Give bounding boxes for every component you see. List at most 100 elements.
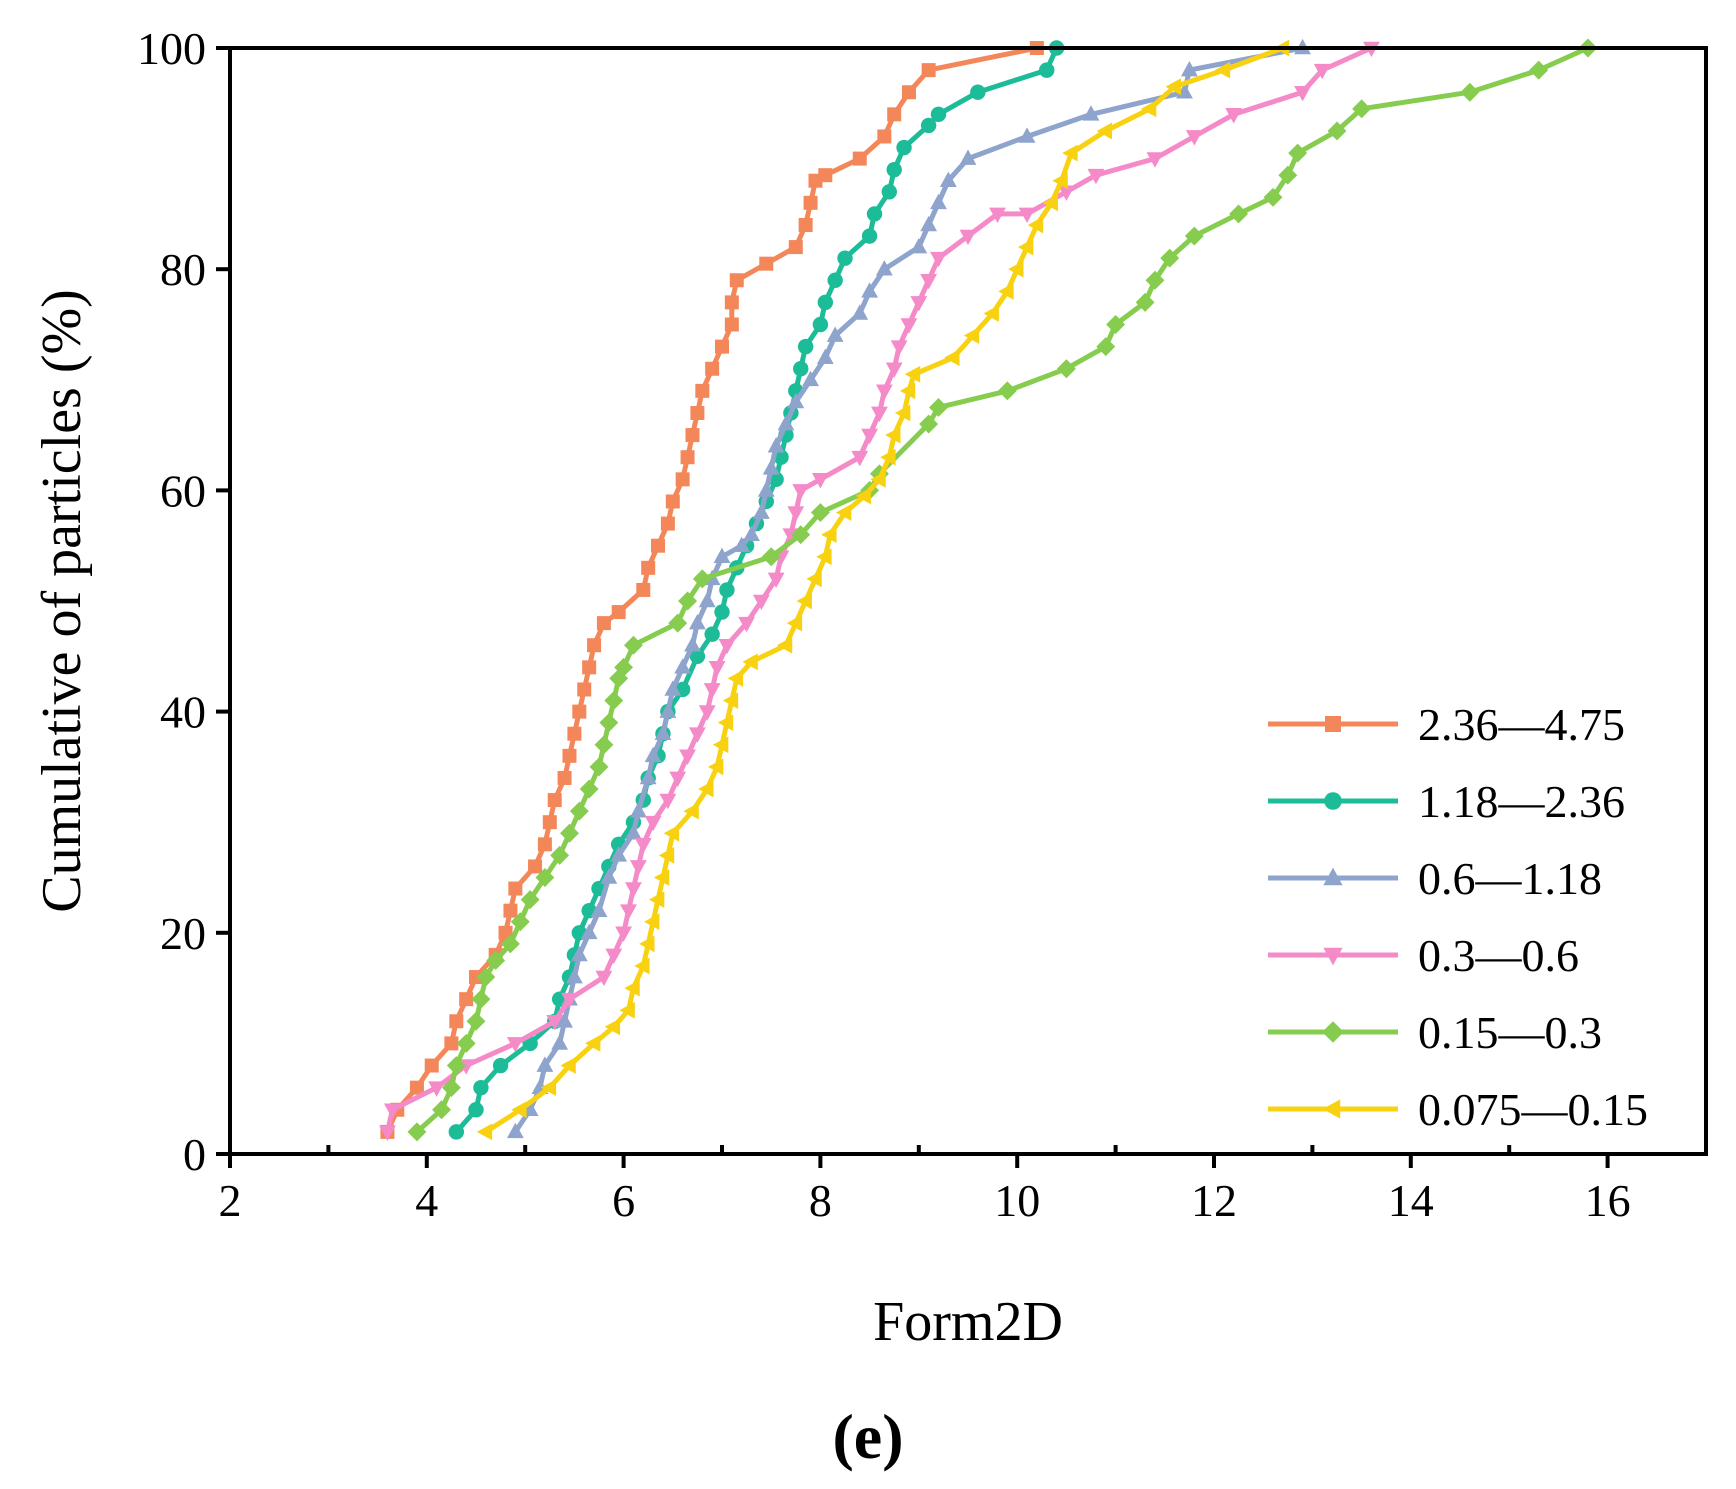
data-point: [659, 702, 677, 718]
data-point: [594, 735, 614, 755]
data-point: [817, 294, 834, 311]
data-point: [767, 437, 785, 453]
data-point: [835, 504, 852, 521]
data-point: [826, 326, 844, 342]
data-point: [787, 392, 805, 409]
data-point: [1278, 165, 1298, 185]
data-point: [1165, 78, 1181, 96]
data-point: [520, 890, 540, 910]
data-point: [715, 339, 729, 354]
data-point: [919, 414, 939, 434]
data-point: [757, 481, 775, 497]
series-line: [454, 46, 1059, 1134]
data-point: [703, 683, 721, 699]
data-point: [569, 801, 589, 821]
data-point: [894, 404, 911, 422]
data-point: [904, 365, 921, 383]
data-point: [459, 992, 474, 1007]
data-point: [441, 1078, 461, 1098]
data-point: [900, 318, 918, 334]
data-point: [724, 317, 739, 332]
data-point: [550, 845, 570, 865]
data-point: [692, 569, 712, 589]
data-point: [644, 815, 662, 832]
data-point: [1087, 168, 1105, 185]
data-point: [644, 746, 662, 763]
data-point: [802, 370, 819, 387]
data-point: [1460, 82, 1480, 102]
data-point: [556, 1012, 573, 1028]
data-point: [528, 859, 543, 874]
data-point: [599, 713, 619, 733]
data-point: [885, 426, 901, 444]
data-point: [678, 591, 698, 611]
data-point: [675, 472, 690, 487]
data-point: [719, 582, 735, 598]
data-point: [566, 967, 583, 984]
data-point: [668, 613, 688, 633]
data-point: [634, 838, 652, 854]
data-point: [579, 779, 599, 799]
data-point: [623, 635, 643, 655]
x-tick-label: 8: [809, 1175, 832, 1226]
legend-entry: 2.36—4.75: [1268, 699, 1625, 750]
data-point: [615, 926, 632, 942]
data-point: [624, 979, 640, 997]
data-point: [930, 251, 947, 268]
series-5: [407, 38, 1598, 1142]
data-point: [508, 881, 523, 896]
series-line: [384, 45, 1373, 1133]
data-point: [562, 748, 577, 763]
data-point: [567, 726, 582, 741]
data-point: [409, 1080, 424, 1095]
data-point: [1146, 152, 1164, 168]
data-point: [899, 382, 916, 400]
y-tick-label: 100: [137, 23, 206, 74]
data-point: [787, 506, 805, 522]
legend-label: 0.3—0.6: [1418, 930, 1579, 981]
data-point: [890, 340, 908, 356]
data-point: [469, 970, 483, 985]
data-point: [648, 891, 665, 909]
panel-label: (e): [832, 1401, 903, 1472]
data-point: [998, 282, 1014, 300]
data-point: [880, 448, 896, 466]
data-point: [446, 1056, 466, 1075]
data-point: [768, 471, 784, 488]
data-point: [851, 304, 869, 320]
data-point: [1027, 216, 1044, 234]
data-point: [542, 815, 557, 830]
data-point: [717, 714, 734, 732]
series-3: [506, 38, 1311, 1139]
data-point: [629, 860, 647, 876]
data-point: [610, 846, 628, 862]
x-tick-label: 2: [219, 1175, 242, 1226]
x-tick-label: 16: [1585, 1175, 1631, 1226]
data-point: [714, 604, 730, 620]
data-point: [920, 215, 938, 232]
data-point: [486, 951, 506, 970]
data-point: [776, 636, 793, 654]
data-point: [639, 768, 657, 785]
data-point: [698, 705, 716, 721]
data-point: [861, 282, 878, 298]
data-point: [551, 1034, 569, 1050]
data-point: [540, 1079, 557, 1097]
data-point: [587, 638, 602, 653]
data-point: [718, 638, 736, 655]
legend-label: 2.36—4.75: [1418, 699, 1625, 750]
data-point: [584, 1035, 601, 1052]
data-point: [1184, 226, 1204, 246]
data-point: [590, 901, 608, 917]
data-point: [1082, 105, 1100, 121]
y-tick-label: 40: [160, 687, 206, 738]
data-point: [580, 923, 598, 940]
data-point: [1352, 99, 1372, 119]
data-point: [818, 168, 833, 183]
data-point: [812, 316, 829, 333]
data-point: [939, 171, 957, 188]
data-point: [629, 802, 647, 818]
data-point: [547, 793, 562, 808]
data-point: [448, 1124, 465, 1140]
series-1: [380, 41, 1044, 1139]
